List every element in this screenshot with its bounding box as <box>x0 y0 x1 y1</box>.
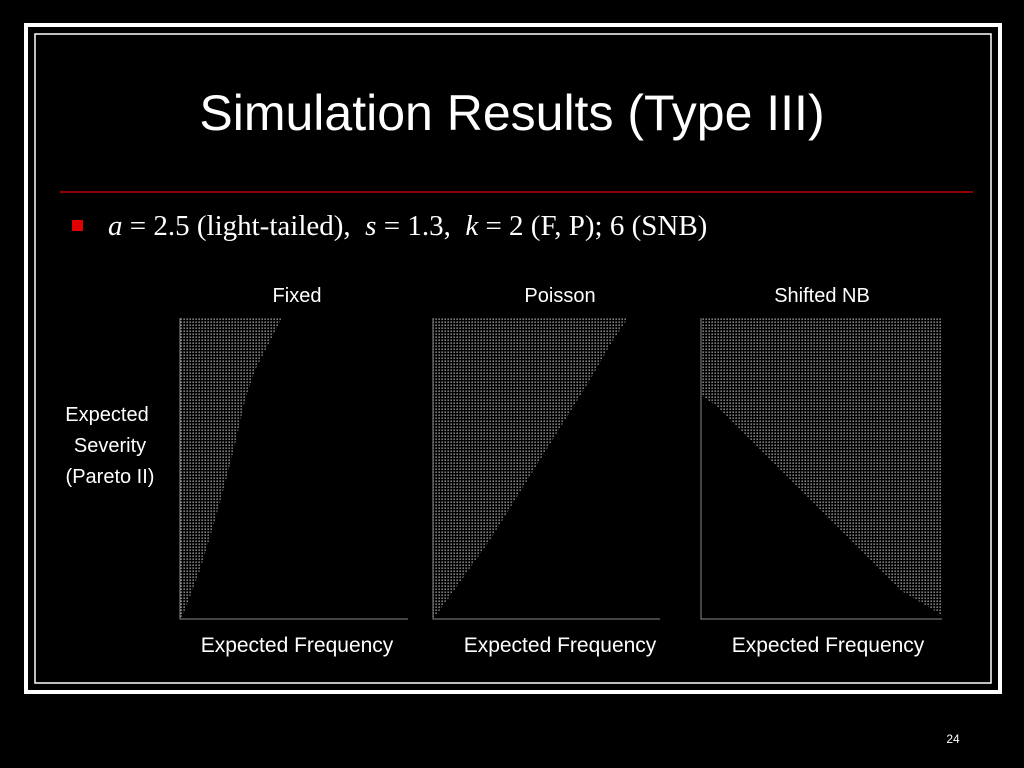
panel-title: Poisson <box>524 285 595 307</box>
bullet-part: = 2.5 (light-tailed), <box>123 210 366 242</box>
page-number: 24 <box>946 732 960 746</box>
bullet-part: = 2 (F, P); 6 (SNB) <box>478 210 707 242</box>
y-axis-label: Expected <box>65 404 148 426</box>
x-axis-label: Expected Frequency <box>201 634 394 657</box>
dot-region <box>180 318 282 618</box>
y-axis-label: Severity <box>74 435 146 457</box>
dot-region <box>701 318 942 615</box>
axes <box>432 318 660 620</box>
dot-region <box>433 318 628 618</box>
bullet-part: a <box>108 210 123 242</box>
panel-title: Fixed <box>273 285 322 307</box>
inner-border <box>34 33 992 684</box>
y-axis-label: (Pareto II) <box>66 466 155 488</box>
x-axis-label: Expected Frequency <box>464 634 657 657</box>
bullet-part: = 1.3, <box>376 210 465 242</box>
axes <box>700 318 942 620</box>
bullet-text: a = 2.5 (light-tailed), s = 1.3, k = 2 (… <box>108 210 707 242</box>
outer-border <box>24 23 1002 694</box>
slide-title: Simulation Results (Type III) <box>199 85 824 141</box>
panel-title: Shifted NB <box>774 285 870 307</box>
bullet-part: s <box>365 210 376 242</box>
bullet-part: k <box>465 210 479 242</box>
x-axis-label: Expected Frequency <box>732 634 925 657</box>
axes <box>179 318 408 620</box>
bullet-marker <box>72 220 83 231</box>
